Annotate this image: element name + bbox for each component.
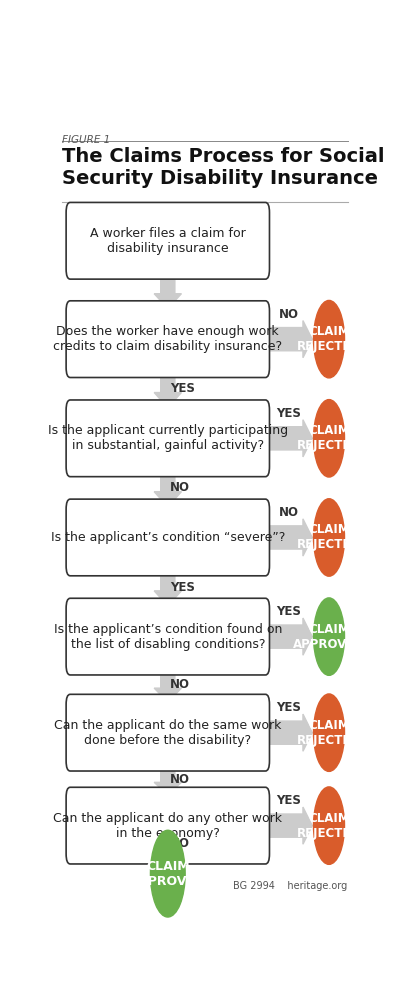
FancyArrow shape xyxy=(154,667,182,702)
Text: NO: NO xyxy=(170,678,190,691)
Text: YES: YES xyxy=(276,794,301,807)
Text: NO: NO xyxy=(170,773,190,786)
Text: A worker files a claim for
disability insurance: A worker files a claim for disability in… xyxy=(90,226,246,255)
FancyArrow shape xyxy=(266,519,312,556)
FancyArrow shape xyxy=(154,568,182,606)
Circle shape xyxy=(314,598,344,675)
FancyArrow shape xyxy=(154,272,182,309)
Text: Can the applicant do the same work
done before the disability?: Can the applicant do the same work done … xyxy=(54,718,282,746)
Text: BG 2994    heritage.org: BG 2994 heritage.org xyxy=(233,880,348,890)
Text: CLAIM
APPROVED: CLAIM APPROVED xyxy=(130,860,206,887)
FancyBboxPatch shape xyxy=(66,694,270,771)
FancyBboxPatch shape xyxy=(66,599,270,675)
Text: Does the worker have enough work
credits to claim disability insurance?: Does the worker have enough work credits… xyxy=(53,325,282,353)
FancyBboxPatch shape xyxy=(66,788,270,864)
Text: YES: YES xyxy=(170,382,194,395)
Circle shape xyxy=(314,499,344,576)
Circle shape xyxy=(150,830,185,917)
Text: Is the applicant currently participating
in substantial, gainful activity?: Is the applicant currently participating… xyxy=(48,425,288,453)
Text: CLAIM
REJECTED: CLAIM REJECTED xyxy=(297,523,361,551)
Circle shape xyxy=(314,787,344,864)
Circle shape xyxy=(314,399,344,477)
Text: Can the applicant do any other work
in the economy?: Can the applicant do any other work in t… xyxy=(53,812,282,840)
Text: The Claims Process for Social
Security Disability Insurance: The Claims Process for Social Security D… xyxy=(62,147,385,188)
Circle shape xyxy=(314,694,344,772)
FancyArrow shape xyxy=(154,469,182,507)
Text: YES: YES xyxy=(170,580,194,594)
Text: CLAIM
REJECTED: CLAIM REJECTED xyxy=(297,425,361,453)
Text: YES: YES xyxy=(276,406,301,420)
Text: YES: YES xyxy=(276,605,301,618)
Text: NO: NO xyxy=(279,308,299,321)
FancyArrow shape xyxy=(266,321,312,358)
Text: CLAIM
APPROVED: CLAIM APPROVED xyxy=(293,623,365,651)
FancyArrow shape xyxy=(266,714,312,751)
Text: FIGURE 1: FIGURE 1 xyxy=(62,135,111,145)
Text: CLAIM
REJECTED: CLAIM REJECTED xyxy=(297,325,361,353)
Text: NO: NO xyxy=(279,506,299,519)
Text: Is the applicant’s condition “severe”?: Is the applicant’s condition “severe”? xyxy=(51,531,285,544)
Text: Is the applicant’s condition found on
the list of disabling conditions?: Is the applicant’s condition found on th… xyxy=(54,623,282,651)
FancyBboxPatch shape xyxy=(66,400,270,477)
Text: CLAIM
REJECTED: CLAIM REJECTED xyxy=(297,718,361,746)
Text: YES: YES xyxy=(276,701,301,714)
Circle shape xyxy=(314,301,344,378)
Text: CLAIM
REJECTED: CLAIM REJECTED xyxy=(297,812,361,840)
FancyArrow shape xyxy=(154,764,182,795)
FancyArrow shape xyxy=(154,831,182,856)
FancyArrow shape xyxy=(266,618,312,655)
FancyBboxPatch shape xyxy=(66,202,270,279)
Text: NO: NO xyxy=(170,837,190,850)
FancyBboxPatch shape xyxy=(66,301,270,377)
FancyBboxPatch shape xyxy=(66,499,270,575)
Text: NO: NO xyxy=(170,482,190,494)
FancyArrow shape xyxy=(266,420,312,457)
FancyArrow shape xyxy=(266,807,312,844)
FancyArrow shape xyxy=(154,370,182,407)
